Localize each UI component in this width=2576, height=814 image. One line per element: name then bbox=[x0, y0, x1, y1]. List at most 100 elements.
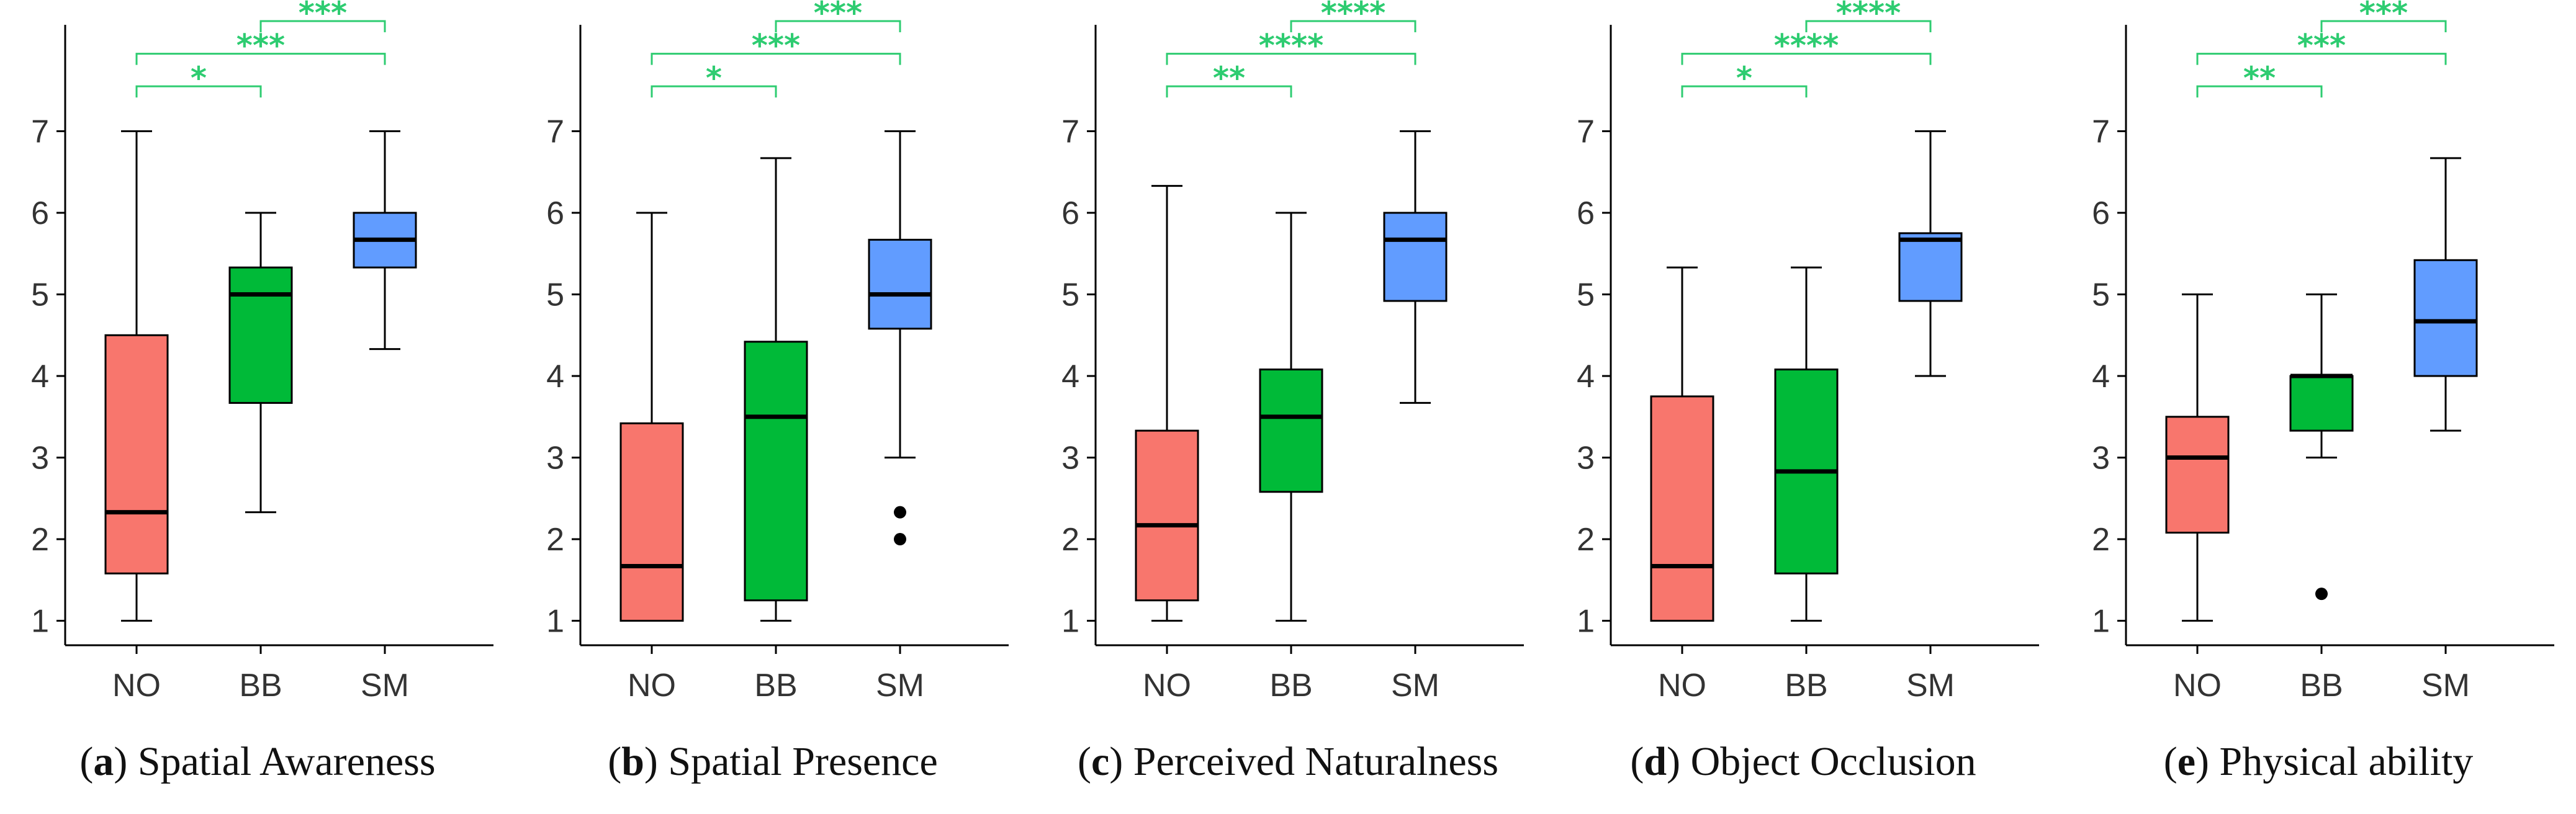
panel-b-no-box bbox=[619, 422, 684, 622]
panel-e-sig-no-bb-bracket bbox=[2196, 85, 2323, 98]
panel-e-y-tick-label-6: 6 bbox=[2092, 195, 2110, 231]
panel-b-bb-box bbox=[744, 341, 808, 602]
panel-d-y-tick-label-3: 3 bbox=[1577, 441, 1595, 476]
panel-b-x-tick-label-NO: NO bbox=[628, 668, 676, 704]
panel-b-y-tick-label-7: 7 bbox=[546, 114, 564, 150]
panel-e-x-tick-label-NO: NO bbox=[2173, 668, 2222, 704]
panel-c-no-box bbox=[1135, 429, 1199, 602]
panel-b-y-tick-label-6: 6 bbox=[546, 195, 564, 231]
panel-c-sig-no-bb-bracket bbox=[1166, 85, 1292, 98]
panel-b-sm-box bbox=[868, 238, 932, 330]
panel-d-y-tick-label-7: 7 bbox=[1577, 114, 1595, 150]
caption-d-panel-letter: d bbox=[1644, 739, 1667, 784]
panel-a-x-tick-label-SM: SM bbox=[361, 668, 409, 704]
panel-b-sm-outlier-0 bbox=[894, 506, 906, 519]
panel-a-sig-bb-sm-bracket bbox=[259, 20, 386, 32]
panel-e-y-tick-label-7: 7 bbox=[2092, 114, 2110, 150]
panel-a-sig-no-sm-label: *** bbox=[236, 28, 285, 64]
caption-b-title: Spatial Presence bbox=[668, 739, 938, 784]
panel-a-y-tick-label-1: 1 bbox=[31, 604, 49, 640]
panel-e-y-tick-label-5: 5 bbox=[2092, 277, 2110, 313]
caption-d: (d) Object Occlusion bbox=[1630, 739, 1976, 784]
panel-d-y-tick-label-1: 1 bbox=[1577, 604, 1595, 640]
panel-c-bb-box bbox=[1259, 369, 1323, 493]
panel-c-y-tick-label-1: 1 bbox=[1061, 604, 1079, 640]
caption-e-title: Physical ability bbox=[2219, 739, 2474, 784]
panel-e-sig-bb-sm-label: *** bbox=[2359, 0, 2408, 31]
panel-c-sig-no-sm-label: **** bbox=[1259, 28, 1324, 64]
panel-e-bb-outlier-0 bbox=[2315, 588, 2328, 601]
panel-e-y-tick-label-1: 1 bbox=[2092, 604, 2110, 640]
caption-c-title: Perceived Naturalness bbox=[1133, 739, 1499, 784]
panel-c-y-tick-label-5: 5 bbox=[1061, 277, 1079, 313]
panel-e-sig-no-sm-bracket bbox=[2196, 53, 2447, 65]
panel-c-x-tick-label-SM: SM bbox=[1391, 668, 1439, 704]
panel-b-y-tick-label-2: 2 bbox=[546, 522, 564, 558]
panel-c-y-tick-label-4: 4 bbox=[1061, 359, 1079, 395]
caption-b: (b) Spatial Presence bbox=[608, 739, 938, 784]
caption-e: (e) Physical ability bbox=[2163, 739, 2474, 784]
panel-a-sig-no-sm-bracket bbox=[135, 53, 386, 65]
panel-a-sig-no-bb-bracket bbox=[135, 85, 262, 98]
panel-b-sig-no-sm-label: *** bbox=[752, 28, 800, 64]
caption-d-title: Object Occlusion bbox=[1690, 739, 1976, 784]
panel-b-y-tick-label-5: 5 bbox=[546, 277, 564, 313]
panel-b-sm-outlier-1 bbox=[894, 533, 906, 546]
panel-a-no-box bbox=[104, 334, 169, 575]
panel-d-y-tick-label-2: 2 bbox=[1577, 522, 1595, 558]
panel-e-y-tick-label-2: 2 bbox=[2092, 522, 2110, 558]
panel-b-sig-no-bb-label: * bbox=[706, 60, 722, 96]
panel-b-sig-bb-sm-label: *** bbox=[814, 0, 862, 31]
panel-d-sig-no-bb-label: * bbox=[1736, 60, 1752, 96]
panel-d-y-tick-label-4: 4 bbox=[1577, 359, 1595, 395]
caption-a: (a) Spatial Awareness bbox=[79, 739, 436, 784]
panel-a-y-tick-label-7: 7 bbox=[31, 114, 49, 150]
panel-a-x-tick-label-BB: BB bbox=[239, 668, 282, 704]
caption-c-panel-letter: c bbox=[1091, 739, 1110, 784]
panel-c-sig-no-bb-label: ** bbox=[1213, 60, 1245, 96]
panel-d-sig-bb-sm-label: **** bbox=[1836, 0, 1901, 31]
panel-a-y-tick-label-3: 3 bbox=[31, 441, 49, 476]
panel-c-sig-bb-sm-label: **** bbox=[1321, 0, 1386, 31]
panel-a-bb-box bbox=[228, 266, 293, 404]
panel-c-y-tick-label-7: 7 bbox=[1061, 114, 1079, 150]
panel-e-sm-box bbox=[2413, 259, 2478, 377]
panel-b-y-tick-label-1: 1 bbox=[546, 604, 564, 640]
panel-e-no-box bbox=[2165, 416, 2230, 534]
panel-a-x-tick-label-NO: NO bbox=[112, 668, 161, 704]
panel-a-y-tick-label-5: 5 bbox=[31, 277, 49, 313]
panel-a-y-tick-label-2: 2 bbox=[31, 522, 49, 558]
panel-e-x-tick-label-BB: BB bbox=[2300, 668, 2343, 704]
panel-d-sig-no-sm-bracket bbox=[1681, 53, 1932, 65]
panel-c-y-tick-label-3: 3 bbox=[1061, 441, 1079, 476]
panel-b-sig-no-sm-bracket bbox=[651, 53, 901, 65]
panel-c-y-tick-label-6: 6 bbox=[1061, 195, 1079, 231]
caption-a-title: Spatial Awareness bbox=[137, 739, 436, 784]
panel-d-sig-no-sm-label: **** bbox=[1774, 28, 1839, 64]
panel-e-bb-box bbox=[2289, 375, 2354, 432]
panel-c-y-tick-label-2: 2 bbox=[1061, 522, 1079, 558]
panel-c-sm-box bbox=[1383, 212, 1448, 302]
panel-d-x-tick-label-BB: BB bbox=[1785, 668, 1827, 704]
panel-c-x-tick-label-NO: NO bbox=[1143, 668, 1191, 704]
panel-d-sig-no-bb-bracket bbox=[1681, 85, 1808, 98]
panel-d-y-tick-label-6: 6 bbox=[1577, 195, 1595, 231]
panel-c-x-tick-label-BB: BB bbox=[1269, 668, 1312, 704]
panel-a-sig-bb-sm-label: *** bbox=[299, 0, 347, 31]
caption-e-panel-letter: e bbox=[2177, 739, 2195, 784]
panel-d-x-tick-label-SM: SM bbox=[1906, 668, 1955, 704]
panel-c-sig-no-sm-bracket bbox=[1166, 53, 1416, 65]
caption-b-panel-letter: b bbox=[621, 739, 644, 784]
panel-e-x-tick-label-SM: SM bbox=[2421, 668, 2470, 704]
panel-d-no-box bbox=[1650, 395, 1714, 622]
panel-e-y-tick-label-4: 4 bbox=[2092, 359, 2110, 395]
caption-a-panel-letter: a bbox=[93, 739, 114, 784]
panel-d-sm-box bbox=[1898, 232, 1963, 302]
panel-e-sig-no-bb-label: ** bbox=[2243, 60, 2276, 96]
panel-d-y-tick-label-5: 5 bbox=[1577, 277, 1595, 313]
panel-b-x-tick-label-SM: SM bbox=[876, 668, 924, 704]
panel-b-sig-bb-sm-bracket bbox=[775, 20, 901, 32]
panel-a-y-tick-label-4: 4 bbox=[31, 359, 49, 395]
panel-e-y-tick-label-3: 3 bbox=[2092, 441, 2110, 476]
